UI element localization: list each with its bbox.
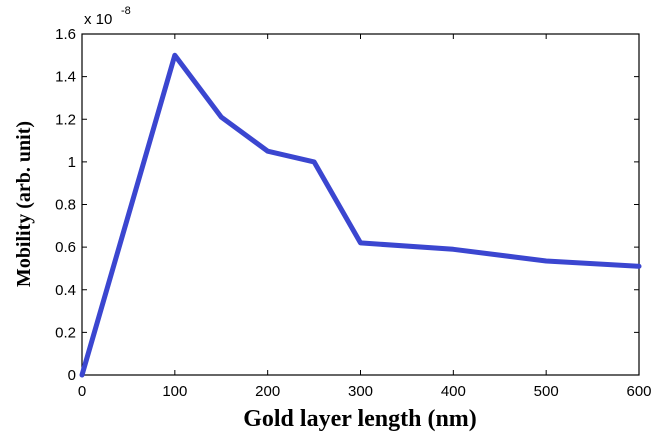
y-axis-label: Mobility (arb. unit) xyxy=(13,121,35,287)
y-axis-ticks: 0 0.2 0.4 0.6 0.8 1 1.2 1.4 1.6 xyxy=(55,26,639,384)
y-tick-label: 0.2 xyxy=(55,324,76,341)
x-tick-label: 400 xyxy=(441,383,466,400)
x-tick-label: 100 xyxy=(162,383,187,400)
y-multiplier-base: x 10 xyxy=(84,11,112,28)
x-tick-label: 200 xyxy=(255,383,280,400)
y-tick-label: 0.4 xyxy=(55,282,76,299)
x-axis-label: Gold layer length (nm) xyxy=(243,406,477,432)
x-tick-label: 0 xyxy=(78,383,86,400)
x-tick-label: 600 xyxy=(626,383,651,400)
series-layer xyxy=(79,52,642,378)
y-tick-label: 1.4 xyxy=(55,69,76,86)
y-tick-label: 0.6 xyxy=(55,239,76,256)
y-tick-label: 1 xyxy=(68,154,76,171)
x-tick-label: 300 xyxy=(348,383,373,400)
y-tick-label: 0 xyxy=(68,367,76,384)
y-tick-label: 0.8 xyxy=(55,197,76,214)
x-tick-label: 500 xyxy=(534,383,559,400)
y-multiplier-exponent: -8 xyxy=(121,5,131,17)
plot-area xyxy=(81,33,640,376)
y-tick-label: 1.2 xyxy=(55,111,76,128)
y-tick-label: 1.6 xyxy=(55,26,76,43)
series-line xyxy=(79,52,642,378)
x-axis-ticks: 0 100 200 300 400 500 600 xyxy=(78,34,652,400)
